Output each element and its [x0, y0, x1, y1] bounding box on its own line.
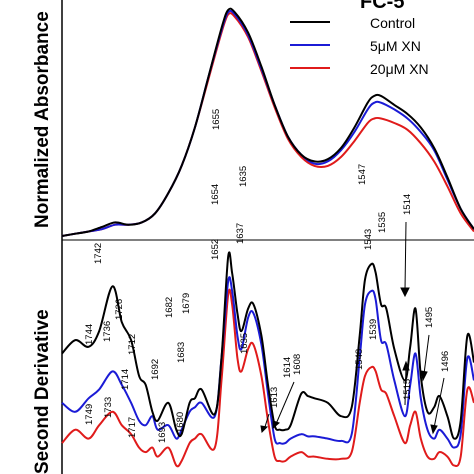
peak-label: 1692: [150, 359, 161, 380]
peak-label: 1548: [354, 349, 365, 370]
annotation-arrows: [260, 221, 445, 435]
legend-label-20um: 20μM XN: [370, 61, 429, 77]
peak-label: 1736: [102, 321, 113, 342]
peak-label: 1712: [127, 334, 138, 355]
legend-label-5um: 5μM XN: [370, 38, 421, 54]
peak-label: 1717: [127, 417, 138, 438]
peak-label: 1635: [239, 333, 250, 354]
second-derivative-curves: [61, 251, 474, 468]
peak-label: 1744: [84, 324, 95, 345]
peak-label: 1714: [120, 369, 131, 390]
peak-label: 1515: [402, 379, 413, 400]
peak-label: 1514: [402, 194, 413, 215]
peak-label: 1635: [238, 166, 249, 187]
series-line-control-curves-top: [61, 7, 474, 237]
peak-label: 1749: [84, 404, 95, 425]
series-line-xn20-curves-bottom: [61, 288, 474, 468]
peak-label: 1682: [164, 297, 175, 318]
peak-label: 1683: [176, 342, 187, 363]
chart-title: FC-5: [360, 0, 404, 13]
legend: Control 5μM XN 20μM XN: [290, 15, 429, 77]
peak-label: 1496: [440, 351, 451, 372]
peak-label: 1742: [93, 243, 104, 264]
peak-label: 1543: [363, 229, 374, 250]
peak-label: 1637: [235, 223, 246, 244]
peak-labels: 1655 1742 1744 1736 1726 1712 1682 1679 …: [84, 109, 451, 443]
peak-label: 1693: [157, 422, 168, 443]
peak-label: 1535: [377, 212, 388, 233]
legend-label-control: Control: [370, 15, 415, 31]
peak-label: 1613: [269, 387, 280, 408]
y-label-bottom: Second Derivative: [32, 309, 53, 474]
peak-label: 1726: [114, 299, 125, 320]
peak-label: 1655: [211, 109, 222, 130]
peak-label: 1539: [368, 319, 379, 340]
peak-label: 1608: [292, 354, 303, 375]
series-line-control-curves-bottom: [61, 251, 474, 440]
peak-label: 1679: [181, 293, 192, 314]
peak-label: 1733: [103, 397, 114, 418]
peak-label: 1680: [175, 412, 186, 433]
peak-label: 1547: [357, 164, 368, 185]
y-label-top: Normalized Absorbance: [32, 11, 53, 228]
peak-label: 1614: [282, 357, 293, 378]
peak-label: 1495: [424, 307, 435, 328]
absorbance-curves: [61, 7, 474, 237]
peak-label: 1654: [210, 184, 221, 205]
peak-label: 1652: [210, 239, 221, 260]
